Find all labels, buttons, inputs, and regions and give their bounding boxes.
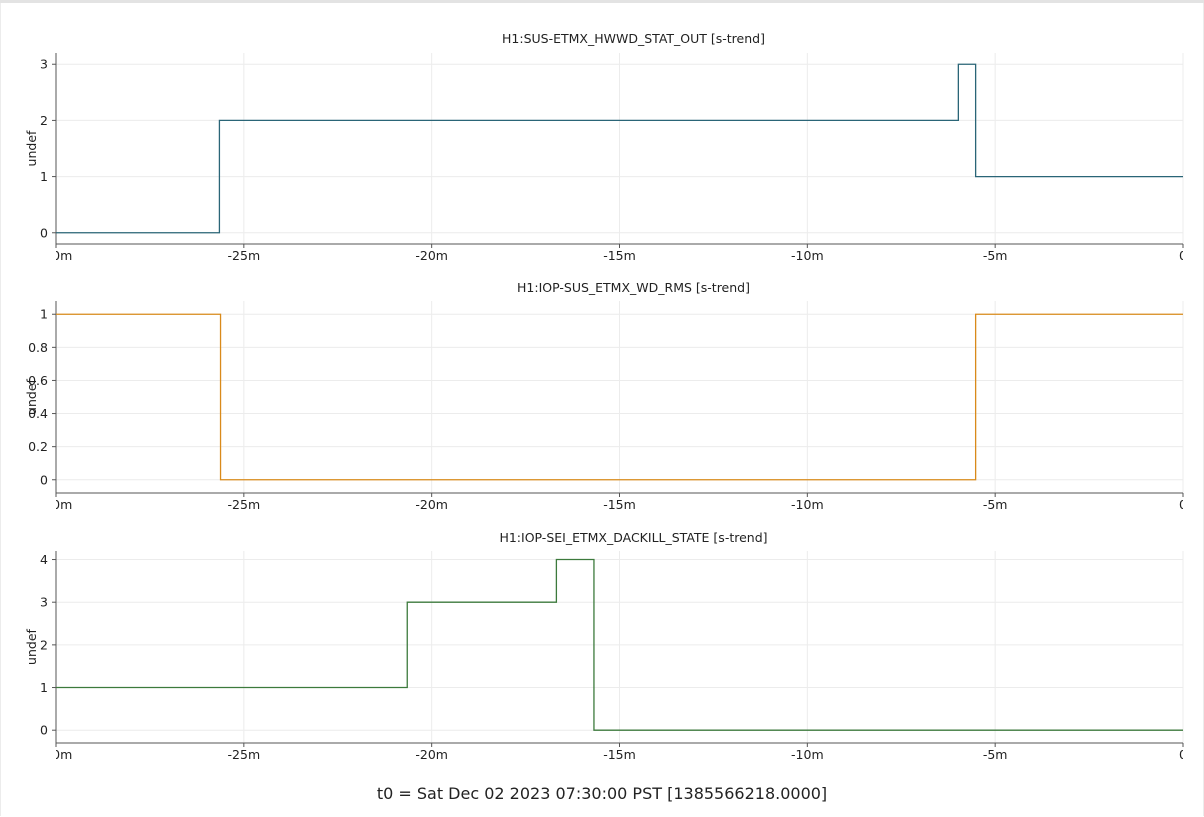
t0-footer: t0 = Sat Dec 02 2023 07:30:00 PST [13855… [376, 784, 828, 803]
y-axis-label: undef [24, 378, 39, 414]
x-tick-label: -5m [983, 248, 1008, 263]
plot-title: H1:SUS-ETMX_HWWD_STAT_OUT [s-trend] [502, 31, 765, 46]
plot-title: H1:IOP-SUS_ETMX_WD_RMS [s-trend] [517, 280, 750, 295]
y-tick-label: 0 [40, 472, 48, 487]
series-line [56, 558, 1183, 731]
x-tick-label: -10m [791, 248, 824, 263]
x-tick-label: -15m [603, 497, 636, 512]
y-tick-label: 3 [40, 595, 48, 610]
y-axis-label: undef [24, 130, 39, 166]
series-line [56, 313, 1183, 481]
x-tick-label: -20m [415, 248, 448, 263]
y-tick-label: 0 [40, 225, 48, 240]
y-tick-label: 2 [40, 637, 48, 652]
plot-panel-1: H1:SUS-ETMX_HWWD_STAT_OUT [s-trend] undef… [24, 31, 1187, 263]
y-tick-label: 0 [40, 723, 48, 738]
series-line [56, 63, 1183, 234]
y-tick-label: 0.2 [28, 439, 48, 454]
x-tick-label: 0 [1179, 497, 1187, 512]
y-tick-label: 2 [40, 113, 48, 128]
x-tick-label: -25m [228, 248, 261, 263]
x-tick-label: -30m [40, 497, 73, 512]
y-tick-label: 4 [40, 552, 48, 567]
x-tick-label: -5m [983, 747, 1008, 762]
x-tick-label: -20m [415, 747, 448, 762]
x-tick-label: -30m [40, 248, 73, 263]
x-tick-label: -25m [228, 747, 261, 762]
x-tick-label: -25m [228, 497, 261, 512]
x-tick-label: 0 [1179, 248, 1187, 263]
y-tick-label: 1 [40, 169, 48, 184]
x-tick-label: -10m [791, 497, 824, 512]
y-tick-label: 1 [40, 307, 48, 322]
plot-title: H1:IOP-SEI_ETMX_DACKILL_STATE [s-trend] [499, 530, 767, 545]
y-axis-label: undef [24, 628, 39, 664]
plot-panel-3: H1:IOP-SEI_ETMX_DACKILL_STATE [s-trend] u… [24, 530, 1187, 762]
y-tick-label: 3 [40, 57, 48, 72]
window-top-border [0, 0, 1204, 3]
x-tick-label: -20m [415, 497, 448, 512]
x-tick-label: 0 [1179, 747, 1187, 762]
x-tick-label: -10m [791, 747, 824, 762]
plot-panel-2: H1:IOP-SUS_ETMX_WD_RMS [s-trend] undef 0 0.… [24, 280, 1187, 512]
x-tick-labels: -30m -25m -20m -15m -10m -5m 0 [40, 497, 1187, 512]
x-tick-label: -15m [603, 747, 636, 762]
y-tick-label: 1 [40, 680, 48, 695]
y-tick-label: 0.6 [28, 373, 48, 388]
x-tick-label: -30m [40, 747, 73, 762]
x-tick-labels: -30m -25m -20m -15m -10m -5m 0 [40, 747, 1187, 762]
x-tick-labels: -30m -25m -20m -15m -10m -5m 0 [40, 248, 1187, 263]
y-tick-label: 0.4 [28, 406, 48, 421]
x-tick-label: -5m [983, 497, 1008, 512]
x-tick-label: -15m [603, 248, 636, 263]
y-tick-label: 0.8 [28, 340, 48, 355]
